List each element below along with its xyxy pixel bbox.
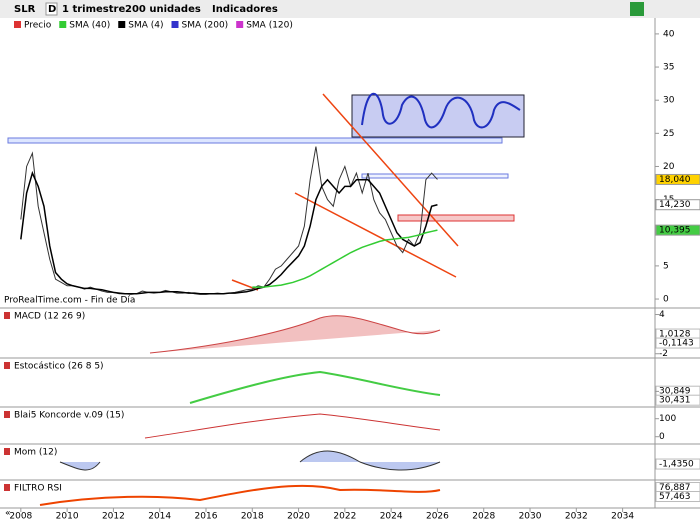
x-tick-label: 2030	[519, 512, 542, 522]
series-line	[20, 146, 438, 295]
x-tick-label: 2032	[565, 512, 588, 522]
panel-tick-label: 1,0128	[659, 330, 691, 340]
price-label: 18,040	[659, 175, 691, 185]
zone	[7, 137, 503, 144]
legend-label: SMA (120)	[246, 21, 293, 31]
price-label: 14,230	[659, 200, 691, 210]
refresh[interactable]	[630, 2, 644, 16]
panel-tick-label: 30,431	[659, 396, 691, 406]
legend-swatch	[236, 21, 244, 28]
panel-tick-label: 100	[659, 414, 676, 424]
price-tag	[655, 224, 700, 236]
value-tag	[655, 394, 700, 406]
panel-label: FILTRO RSI	[14, 484, 62, 494]
units[interactable]: 200 unidades	[125, 4, 201, 15]
panel-icon	[4, 484, 10, 491]
panel-tick-label: 0	[659, 432, 665, 442]
zone	[351, 94, 525, 138]
legend-swatch	[14, 21, 21, 28]
legend-label: SMA (200)	[182, 21, 229, 31]
value-tag	[655, 337, 700, 349]
value-tag	[655, 458, 700, 470]
x-tick-label: 2028	[472, 512, 495, 522]
legend-label: Precio	[24, 21, 52, 31]
x-tick-label: 2022	[333, 512, 356, 522]
panel-icon	[4, 362, 10, 369]
trend	[322, 93, 459, 247]
x-tick-label: 2034	[611, 512, 634, 522]
scroll-left[interactable]: «	[5, 509, 11, 519]
period[interactable]: 1 trimestre	[62, 4, 125, 15]
panel-label: Mom (12)	[14, 448, 57, 458]
panel-tick-label: -2	[659, 349, 668, 359]
y-tick-label: 5	[663, 261, 669, 271]
panel-label: MACD (12 26 9)	[14, 312, 85, 322]
y-tick-label: 20	[663, 162, 675, 172]
panel-tick-label: -1,4350	[659, 460, 694, 470]
stoch	[189, 370, 441, 404]
mom	[59, 450, 441, 471]
zone	[397, 214, 515, 222]
zone	[361, 173, 509, 179]
source: ProRealTime.com - Fin de Día	[4, 296, 135, 306]
x-tick-label: 2010	[56, 512, 79, 522]
panel-icon	[4, 448, 10, 455]
panel-tick-label: 57,463	[659, 492, 691, 502]
blai5	[144, 413, 441, 439]
rsi	[39, 484, 441, 506]
legend-label: SMA (4)	[128, 21, 163, 31]
series-line	[252, 229, 438, 288]
legend-swatch	[118, 21, 126, 28]
x-tick-label: 2024	[380, 512, 403, 522]
symbol[interactable]: SLR	[14, 4, 36, 15]
price-tag	[655, 173, 700, 185]
x-tick-label: 2020	[287, 512, 310, 522]
legend-swatch	[171, 21, 179, 28]
y-tick-label: 0	[663, 295, 669, 305]
x-tick-label: 2014	[148, 512, 171, 522]
macd	[149, 315, 441, 354]
indicators[interactable]: Indicadores	[212, 4, 278, 15]
panel-icon	[4, 411, 10, 418]
x-tick-label: 2012	[102, 512, 125, 522]
series-line	[20, 170, 438, 295]
y-tick-label: 25	[663, 129, 674, 139]
price-label: 10,395	[659, 226, 691, 236]
panel-icon	[4, 312, 10, 319]
panel-tick-label: 4	[659, 310, 665, 320]
toolbar	[0, 0, 700, 18]
channel	[361, 92, 521, 129]
panel-label: Estocástico (26 8 5)	[14, 362, 104, 372]
x-tick-label: 2018	[241, 512, 264, 522]
x-tick-label: 2026	[426, 512, 449, 522]
y-tick-label: 30	[663, 96, 675, 106]
panel-label: Blai5 Koncorde v.09 (15)	[14, 411, 124, 421]
x-tick-label: 2016	[195, 512, 218, 522]
legend-label: SMA (40)	[69, 21, 110, 31]
x-tick-label: 2008	[9, 512, 32, 522]
y-tick-label: 40	[663, 29, 675, 39]
mode-box[interactable]	[45, 2, 58, 16]
value-tag	[655, 491, 700, 503]
mode[interactable]: D	[48, 4, 56, 15]
panel-tick-label: -0,1143	[659, 339, 694, 349]
legend-swatch	[59, 21, 67, 28]
price-tag	[655, 199, 700, 211]
panel-tick-label: 30,849	[659, 387, 691, 397]
trend	[294, 192, 457, 278]
y-tick-label: 35	[663, 63, 674, 73]
panel-tick-label: 76,887	[659, 483, 691, 493]
